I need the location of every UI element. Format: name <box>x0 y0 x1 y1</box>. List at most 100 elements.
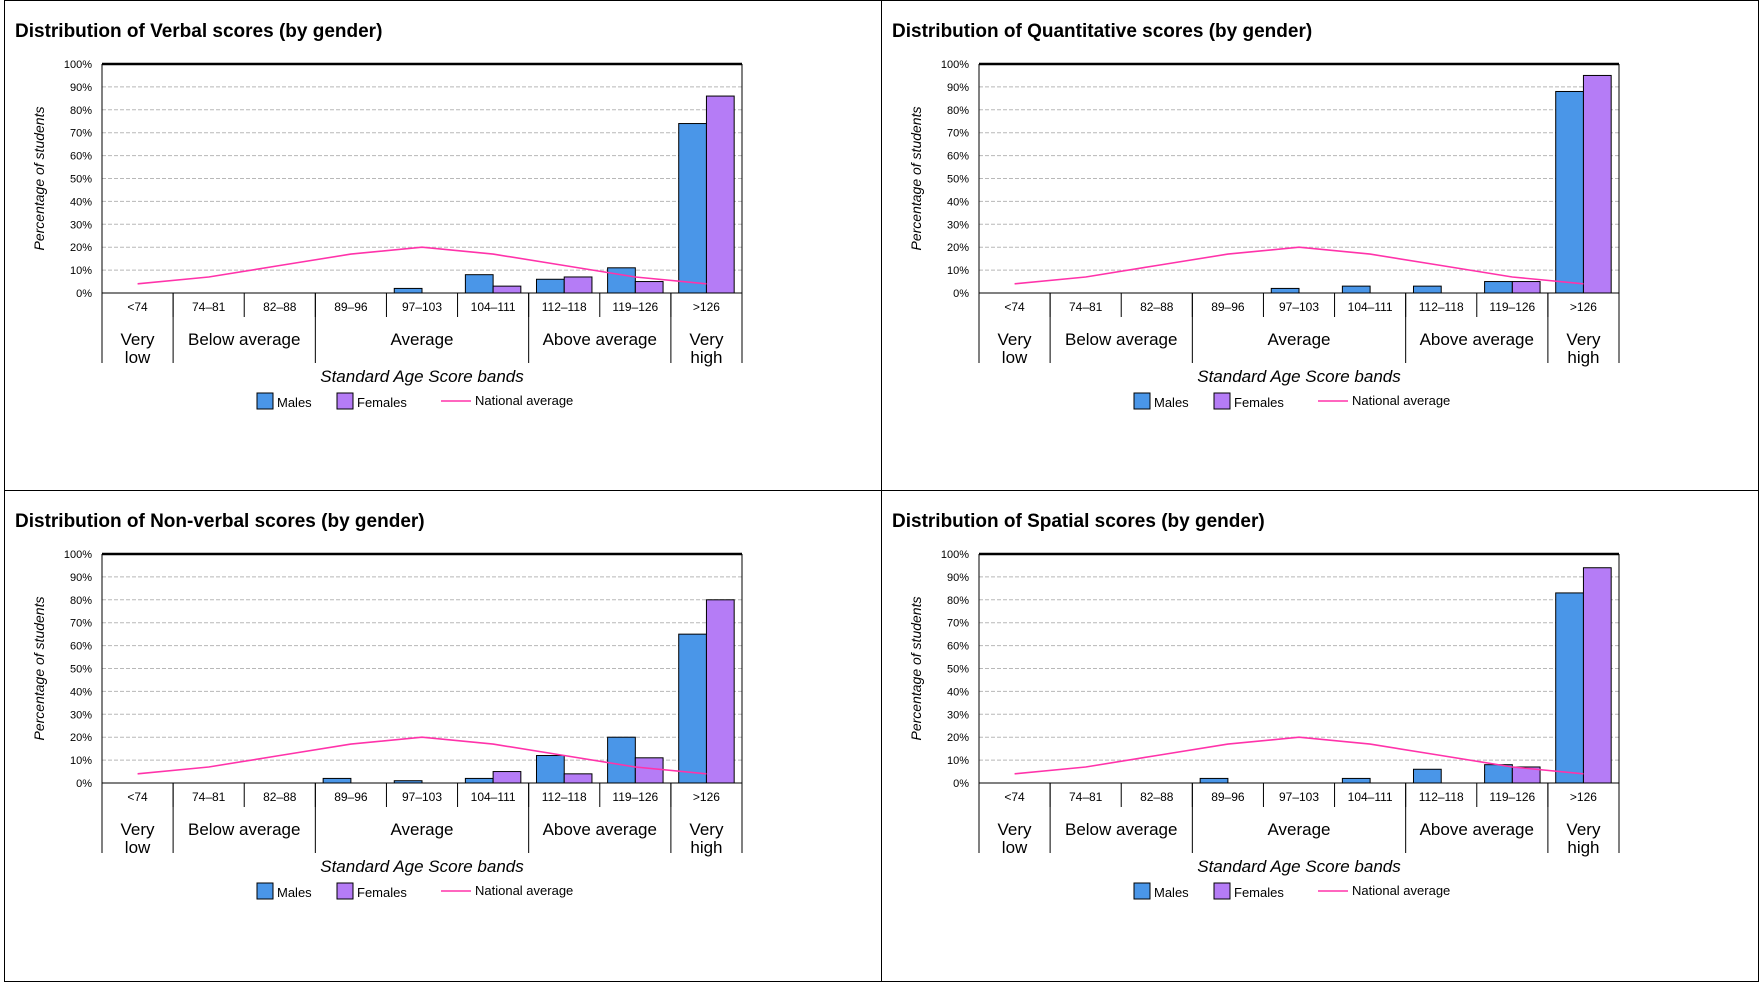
group-label: Average <box>1267 330 1330 349</box>
legend-swatch-females <box>1213 882 1231 900</box>
y-tick-label: 60% <box>70 151 92 163</box>
x-tick-label: 89–96 <box>1211 790 1245 804</box>
bar-males <box>535 278 565 294</box>
x-axis-title: Standard Age Score bands <box>1197 367 1401 386</box>
x-tick-label: 89–96 <box>1211 300 1245 314</box>
group-label: Very high <box>689 820 724 857</box>
group-label: Above average <box>1420 330 1534 349</box>
group-label: Very low <box>121 330 156 367</box>
x-tick-label: 112–118 <box>542 300 587 314</box>
x-tick-label: 112–118 <box>1419 790 1464 804</box>
y-tick-label: 20% <box>70 732 92 744</box>
bar-males <box>1484 764 1513 784</box>
x-tick-label: 97–103 <box>402 300 442 314</box>
y-tick-label: 80% <box>70 595 92 607</box>
y-tick-label: 0% <box>953 288 969 300</box>
national-average-line <box>1014 246 1584 285</box>
y-axis-title: Percentage of students <box>908 597 924 741</box>
national-average-line <box>1014 736 1584 775</box>
group-label: Very high <box>1566 330 1601 367</box>
y-tick-label: 100% <box>941 59 969 71</box>
y-tick-label: 10% <box>947 755 969 767</box>
chart-title: Distribution of Quantitative scores (by … <box>892 21 1313 42</box>
legend: Males Females National average <box>256 882 573 900</box>
x-tick-label: <74 <box>127 790 148 804</box>
legend-swatch-males <box>256 882 274 900</box>
bar-females <box>1511 281 1541 294</box>
bar-males <box>1341 285 1371 294</box>
national-average-line <box>137 736 707 775</box>
x-tick-label: 119–126 <box>612 790 658 804</box>
x-tick-label: <74 <box>127 300 148 314</box>
x-tick-label: 97–103 <box>1279 300 1319 314</box>
group-label: Very low <box>121 820 156 857</box>
bar-males <box>464 777 494 784</box>
y-tick-label: 60% <box>947 151 969 163</box>
group-label: Below average <box>1065 820 1177 839</box>
national-average-line <box>137 246 707 285</box>
legend-label-national-average: National average <box>1352 883 1450 898</box>
y-tick-label: 80% <box>947 105 969 117</box>
bar-males <box>607 267 636 294</box>
x-axis-title: Standard Age Score bands <box>320 857 524 876</box>
y-tick-label: 50% <box>947 174 969 186</box>
bar-males <box>1412 285 1442 294</box>
y-tick-label: 90% <box>947 82 969 94</box>
legend-label-national-average: National average <box>475 393 573 408</box>
y-tick-label: 10% <box>70 755 92 767</box>
legend-label-males: Males <box>1154 395 1189 410</box>
y-tick-label: 100% <box>64 549 92 561</box>
y-tick-label: 0% <box>76 778 92 790</box>
group-label: Above average <box>543 820 657 839</box>
x-tick-label: 82–88 <box>263 300 297 314</box>
y-tick-label: 100% <box>941 549 969 561</box>
bar-females <box>492 285 522 294</box>
group-label: Above average <box>1420 820 1534 839</box>
group-label: Very low <box>998 330 1033 367</box>
y-tick-label: 0% <box>953 778 969 790</box>
legend: Males Females National average <box>256 392 573 410</box>
y-tick-label: 50% <box>70 174 92 186</box>
y-tick-label: 60% <box>70 641 92 653</box>
verbal-chart-panel: Distribution of Verbal scores (by gender… <box>4 0 882 491</box>
y-axis-title: Percentage of students <box>31 597 47 741</box>
group-label: Very high <box>1566 820 1601 857</box>
y-tick-label: 40% <box>70 196 92 208</box>
legend-swatch-females <box>1213 392 1231 410</box>
bar-males <box>678 123 707 294</box>
x-tick-label: 119–126 <box>1489 790 1535 804</box>
non-verbal-chart: 0% 10% 20% 30% 40% 50% 60% 70% 80% 90% 100% Percent… <box>31 549 743 900</box>
bar-males <box>464 274 494 294</box>
x-tick-label: 82–88 <box>263 790 297 804</box>
y-tick-label: 40% <box>947 196 969 208</box>
legend-label-national-average: National average <box>475 883 573 898</box>
x-axis-title: Standard Age Score bands <box>320 367 524 386</box>
chart-title: Distribution of Spatial scores (by gende… <box>892 511 1265 532</box>
bar-males <box>1270 287 1300 294</box>
y-tick-label: 80% <box>70 105 92 117</box>
group-label: Average <box>390 330 453 349</box>
y-tick-label: 90% <box>947 572 969 584</box>
y-tick-label: 50% <box>947 664 969 676</box>
bar-females <box>563 276 593 294</box>
legend-label-females: Females <box>1234 395 1284 410</box>
y-tick-label: 90% <box>70 82 92 94</box>
group-label: Average <box>1267 820 1330 839</box>
x-tick-label: 74–81 <box>1069 790 1103 804</box>
legend-swatch-females <box>336 882 354 900</box>
bar-males <box>1555 592 1584 784</box>
y-tick-label: 30% <box>70 709 92 721</box>
x-tick-label: 104–111 <box>471 790 516 804</box>
bar-females <box>634 281 664 294</box>
spatial-chart: 0% 10% 20% 30% 40% 50% 60% 70% 80% 90% 100% Percent… <box>908 549 1620 900</box>
chart-title: Distribution of Verbal scores (by gender… <box>15 21 383 42</box>
bar-males <box>1341 777 1371 784</box>
legend-swatch-males <box>1133 882 1151 900</box>
y-tick-label: 30% <box>70 219 92 231</box>
y-tick-label: 70% <box>947 128 969 140</box>
non-verbal-chart-panel: Distribution of Non-verbal scores (by ge… <box>4 490 882 982</box>
chart-title: Distribution of Non-verbal scores (by ge… <box>15 511 425 532</box>
x-tick-label: >126 <box>1570 300 1597 314</box>
group-label: Very high <box>689 330 724 367</box>
y-tick-label: 90% <box>70 572 92 584</box>
